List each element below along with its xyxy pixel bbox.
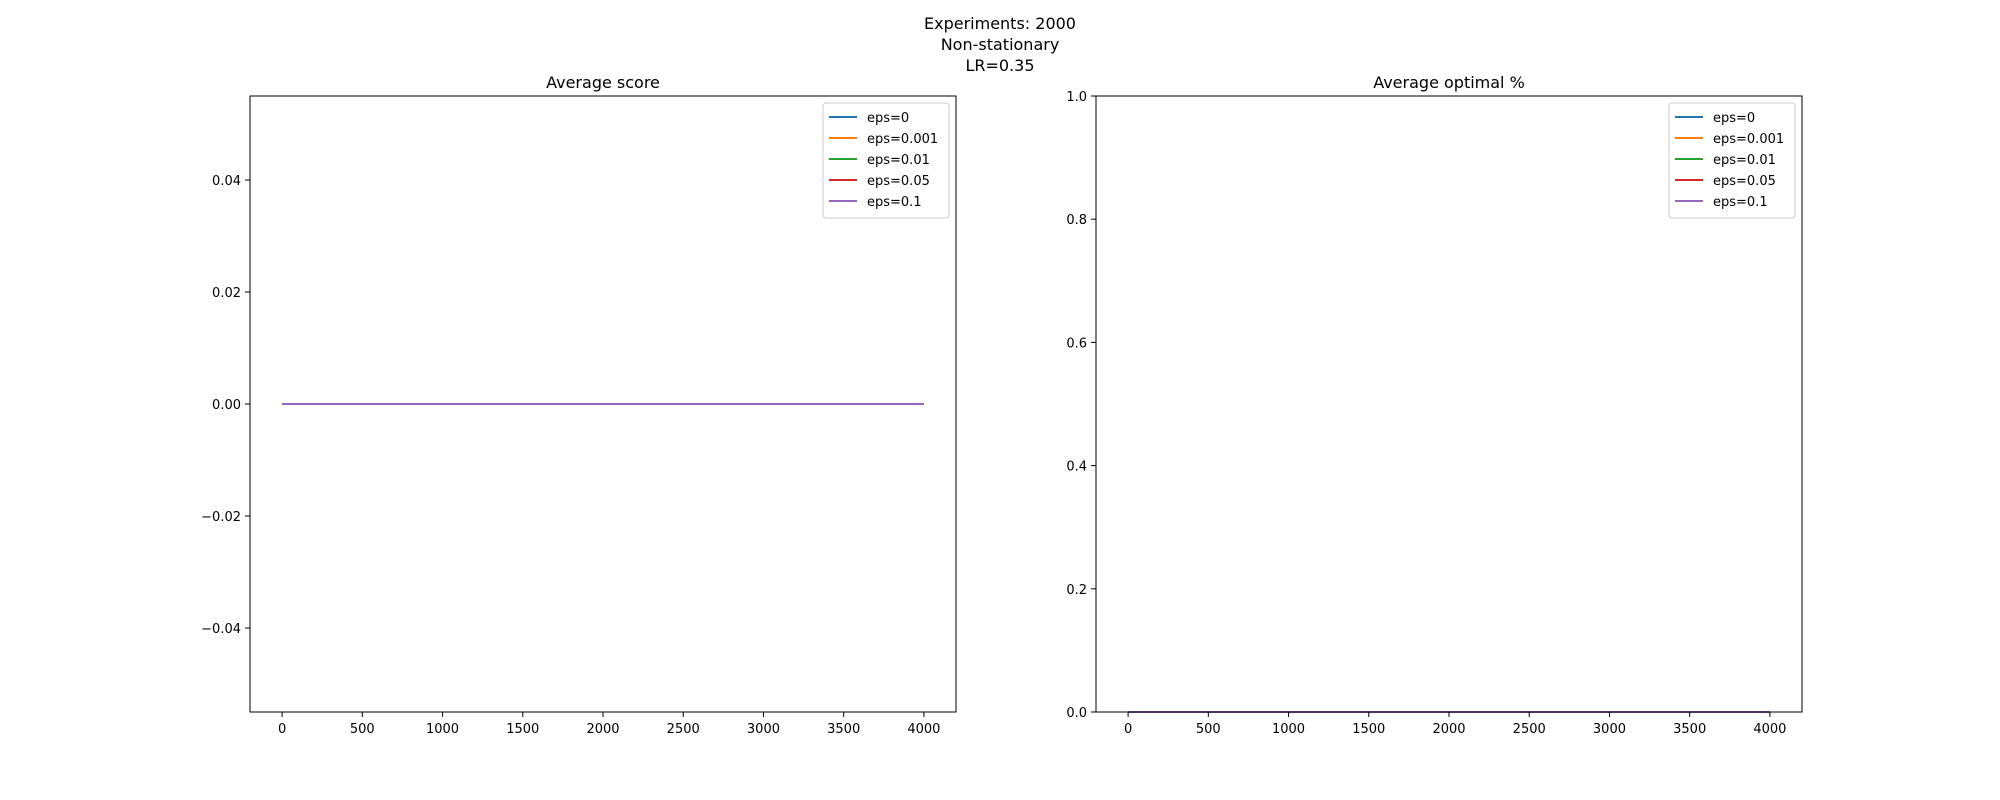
y-tick-label: 0.02 xyxy=(212,286,241,301)
y-tick-label: 0.4 xyxy=(1066,460,1087,475)
legend-label: eps=0.01 xyxy=(867,153,930,168)
legend-label: eps=0 xyxy=(867,111,909,126)
x-tick-label: 4000 xyxy=(1753,722,1786,737)
y-tick-label: 0.2 xyxy=(1066,583,1087,598)
x-tick-label: 4000 xyxy=(907,722,940,737)
legend-label: eps=0.001 xyxy=(867,132,938,147)
figure-suptitle-line-1: Experiments: 2000 xyxy=(924,14,1076,33)
y-tick-label: 0.8 xyxy=(1066,213,1087,228)
chart-title: Average score xyxy=(546,73,660,92)
legend: eps=0 eps=0.001 eps=0.01 eps=0.05 eps=0.1 xyxy=(1668,102,1796,219)
y-tick-label: −0.04 xyxy=(201,622,241,637)
y-tick-label: 0.00 xyxy=(212,398,241,413)
x-tick-label: 0 xyxy=(1124,722,1132,737)
legend-label: eps=0.1 xyxy=(1713,195,1768,210)
legend-label: eps=0.1 xyxy=(867,195,922,210)
x-tick-label: 1500 xyxy=(1352,722,1385,737)
chart-panel-2: Average optimal % 0 500 1000 1500 2000 2500 300… xyxy=(1066,73,1803,737)
figure-suptitle-line-2: Non-stationary xyxy=(940,35,1060,54)
x-tick-label: 2000 xyxy=(586,722,619,737)
legend-label: eps=0.05 xyxy=(1713,174,1776,189)
y-tick-label: −0.02 xyxy=(201,510,241,525)
x-tick-label: 500 xyxy=(1196,722,1221,737)
x-tick-label: 2000 xyxy=(1432,722,1465,737)
legend: eps=0 eps=0.001 eps=0.01 eps=0.05 eps=0.1 xyxy=(822,102,950,219)
figure-suptitle-line-3: LR=0.35 xyxy=(965,56,1035,75)
legend-label: eps=0.01 xyxy=(1713,153,1776,168)
legend-box xyxy=(1668,102,1796,219)
legend-label: eps=0 xyxy=(1713,111,1755,126)
y-tick-label: 0.04 xyxy=(212,174,241,189)
chart-title: Average optimal % xyxy=(1373,73,1525,92)
x-tick-label: 1000 xyxy=(1272,722,1305,737)
legend-label: eps=0.05 xyxy=(867,174,930,189)
x-tick-label: 1500 xyxy=(506,722,539,737)
legend-label: eps=0.001 xyxy=(1713,132,1784,147)
x-tick-label: 0 xyxy=(278,722,286,737)
x-tick-label: 500 xyxy=(350,722,375,737)
x-tick-label: 3500 xyxy=(1673,722,1706,737)
x-tick-label: 1000 xyxy=(426,722,459,737)
y-tick-label: 0.6 xyxy=(1066,336,1087,351)
x-tick-label: 3000 xyxy=(1593,722,1626,737)
x-tick-label: 3000 xyxy=(747,722,780,737)
x-tick-label: 2500 xyxy=(1513,722,1546,737)
x-tick-label: 2500 xyxy=(667,722,700,737)
chart-panel-1: Average score 0 500 1000 1500 2000 2500 3000 350… xyxy=(201,73,957,737)
x-tick-label: 3500 xyxy=(827,722,860,737)
y-tick-label: 0.0 xyxy=(1066,706,1087,721)
legend-box xyxy=(822,102,950,219)
y-tick-label: 1.0 xyxy=(1066,90,1087,105)
